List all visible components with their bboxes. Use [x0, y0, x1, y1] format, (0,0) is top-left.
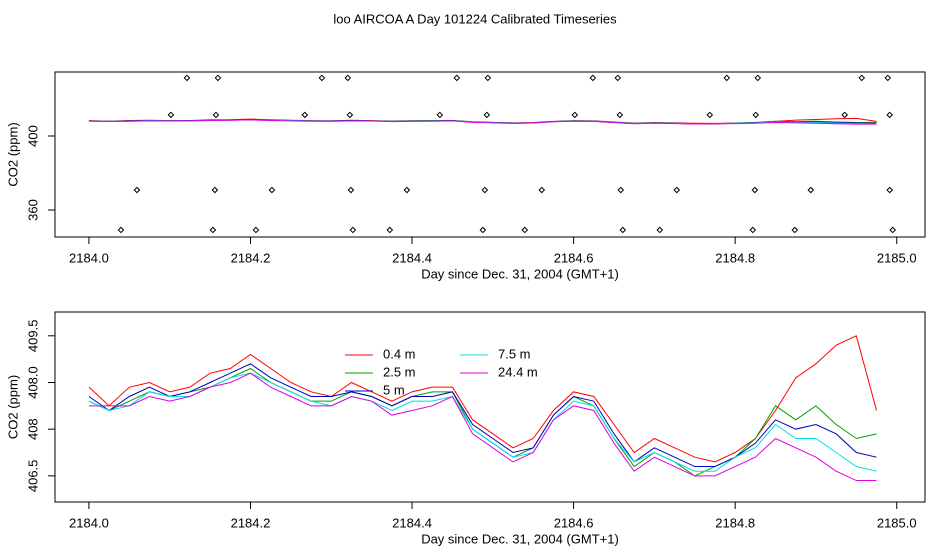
point — [167, 111, 175, 119]
point — [318, 74, 326, 82]
point — [481, 186, 489, 194]
y-axis-title: CO2 (ppm) — [5, 375, 20, 439]
x-tick-label: 2184.2 — [231, 515, 271, 530]
point — [807, 186, 815, 194]
point — [346, 111, 354, 119]
point — [656, 226, 664, 234]
point — [301, 111, 309, 119]
point — [212, 111, 220, 119]
point — [386, 226, 394, 234]
point — [344, 74, 352, 82]
point — [538, 186, 546, 194]
x-axis-title: Day since Dec. 31, 2004 (GMT+1) — [421, 531, 619, 546]
figure-title: loo AIRCOA A Day 101224 Calibrated Times… — [333, 11, 617, 26]
x-tick-label: 2184.0 — [69, 250, 109, 265]
point — [252, 226, 260, 234]
x-tick-label: 2185.0 — [877, 250, 917, 265]
legend-label: 0.4 m — [383, 346, 416, 361]
y-tick-label: 400 — [25, 125, 40, 147]
point — [347, 186, 355, 194]
point — [133, 186, 141, 194]
legend-label: 2.5 m — [383, 364, 416, 379]
point — [673, 186, 681, 194]
point — [211, 186, 219, 194]
y-tick-label: 406.5 — [25, 460, 40, 493]
point — [752, 111, 760, 119]
y-tick-label: 408.0 — [25, 366, 40, 399]
x-tick-label: 2184.8 — [715, 250, 755, 265]
x-tick-label: 2184.6 — [554, 250, 594, 265]
point — [521, 226, 529, 234]
point — [791, 226, 799, 234]
plot-frame — [54, 71, 926, 238]
point — [209, 226, 217, 234]
series-line — [88, 335, 878, 463]
point — [754, 74, 762, 82]
point — [619, 226, 627, 234]
legend-label: 5 m — [383, 382, 405, 397]
series-line — [88, 119, 877, 125]
point — [706, 111, 714, 119]
point — [751, 186, 759, 194]
point — [349, 226, 357, 234]
y-axis-title: CO2 (ppm) — [5, 122, 20, 186]
x-tick-label: 2184.0 — [69, 515, 109, 530]
point — [479, 226, 487, 234]
point — [858, 74, 866, 82]
point — [749, 226, 757, 234]
point — [616, 111, 624, 119]
point — [617, 186, 625, 194]
x-tick-label: 2184.4 — [392, 250, 432, 265]
series-line — [88, 372, 877, 472]
point — [403, 186, 411, 194]
point — [841, 111, 849, 119]
point — [483, 111, 491, 119]
y-tick-label: 408 — [25, 418, 40, 440]
point — [886, 111, 894, 119]
point — [571, 111, 579, 119]
x-tick-label: 2185.0 — [877, 515, 917, 530]
point — [884, 74, 892, 82]
point — [484, 74, 492, 82]
point — [589, 74, 597, 82]
point — [436, 111, 444, 119]
point — [889, 226, 896, 234]
point — [614, 74, 622, 82]
x-tick-label: 2184.4 — [392, 515, 432, 530]
point — [268, 186, 276, 194]
x-tick-label: 2184.2 — [231, 250, 271, 265]
x-axis-title: Day since Dec. 31, 2004 (GMT+1) — [421, 266, 619, 281]
legend-label: 24.4 m — [498, 364, 538, 379]
series-line — [88, 372, 877, 482]
x-tick-label: 2184.6 — [554, 515, 594, 530]
y-tick-label: 409.5 — [25, 320, 40, 353]
point — [453, 74, 461, 82]
legend-label: 7.5 m — [498, 346, 531, 361]
point — [723, 74, 731, 82]
x-tick-label: 2184.8 — [715, 515, 755, 530]
point — [117, 226, 125, 234]
point — [214, 74, 222, 82]
point — [183, 74, 191, 82]
series-line — [88, 363, 877, 468]
y-tick-label: 360 — [25, 199, 40, 221]
point — [886, 186, 894, 194]
plot-frame — [54, 311, 926, 503]
